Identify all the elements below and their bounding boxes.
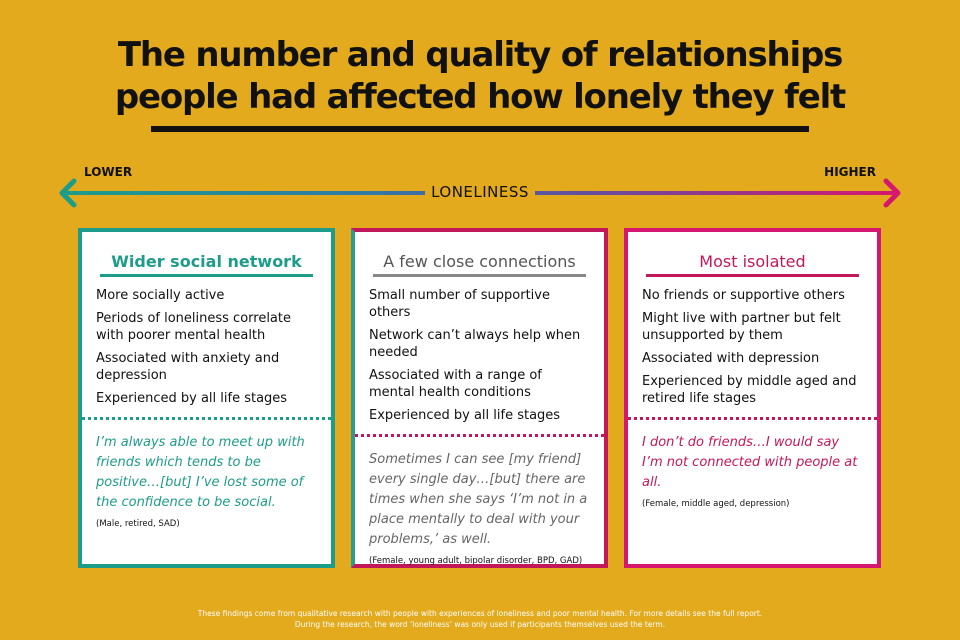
- right-arrow-icon: [883, 178, 901, 208]
- card-few-close-connections: A few close connections Small number of …: [351, 228, 608, 568]
- card-points: No friends or supportive others Might li…: [642, 287, 863, 407]
- dotted-divider: [628, 417, 877, 420]
- dotted-divider: [82, 417, 331, 420]
- quote-attribution: (Male, retired, SAD): [96, 519, 180, 529]
- card-heading: A few close connections: [373, 252, 586, 277]
- card-quote: Sometimes I can see [my friend] every si…: [369, 452, 588, 547]
- card-heading: Most isolated: [646, 252, 859, 277]
- dotted-divider: [355, 434, 604, 437]
- card-point: Associated with a range of mental health…: [369, 368, 542, 400]
- card-point: Might live with partner but felt unsuppo…: [642, 311, 841, 343]
- card-wider-social-network: Wider social network More socially activ…: [78, 228, 335, 568]
- title-line-2: people had affected how lonely they felt: [114, 77, 846, 117]
- card-points: More socially active Periods of loneline…: [96, 287, 317, 407]
- scale-high-label: HIGHER: [824, 165, 876, 179]
- card-point: More socially active: [96, 288, 225, 303]
- card-point: Experienced by middle aged and retired l…: [642, 374, 857, 406]
- card-most-isolated: Most isolated No friends or supportive o…: [624, 228, 881, 568]
- card-point: Network can’t always help when needed: [369, 328, 581, 360]
- card-point: Periods of loneliness correlate with poo…: [96, 311, 291, 343]
- card-quote: I don’t do friends…I would say I’m not c…: [642, 435, 858, 490]
- card-quote: I’m always able to meet up with friends …: [96, 435, 305, 510]
- card-point: Associated with anxiety and depression: [96, 351, 280, 383]
- footer-note: These findings come from qualitative res…: [0, 608, 960, 630]
- card-point: No friends or supportive others: [642, 288, 845, 303]
- card-point: Experienced by all life stages: [96, 391, 288, 406]
- title-underline: [151, 126, 809, 132]
- card-point: Experienced by all life stages: [369, 408, 561, 423]
- footer-line-1: These findings come from qualitative res…: [197, 609, 763, 618]
- card-points: Small number of supportive others Networ…: [369, 287, 590, 424]
- card-point: Small number of supportive others: [369, 288, 550, 320]
- axis-label: LONELINESS: [0, 183, 960, 201]
- title-line-1: The number and quality of relationships: [117, 35, 843, 75]
- card-point: Associated with depression: [642, 351, 820, 366]
- footer-line-2: During the research, the word ‘lonelines…: [294, 620, 666, 629]
- quote-attribution: (Female, young adult, bipolar disorder, …: [369, 556, 583, 566]
- card-heading: Wider social network: [100, 252, 313, 277]
- page-title: The number and quality of relationships …: [0, 34, 960, 118]
- quote-attribution: (Female, middle aged, depression): [642, 499, 790, 509]
- left-arrow-icon: [59, 178, 77, 208]
- scale-low-label: LOWER: [84, 165, 133, 179]
